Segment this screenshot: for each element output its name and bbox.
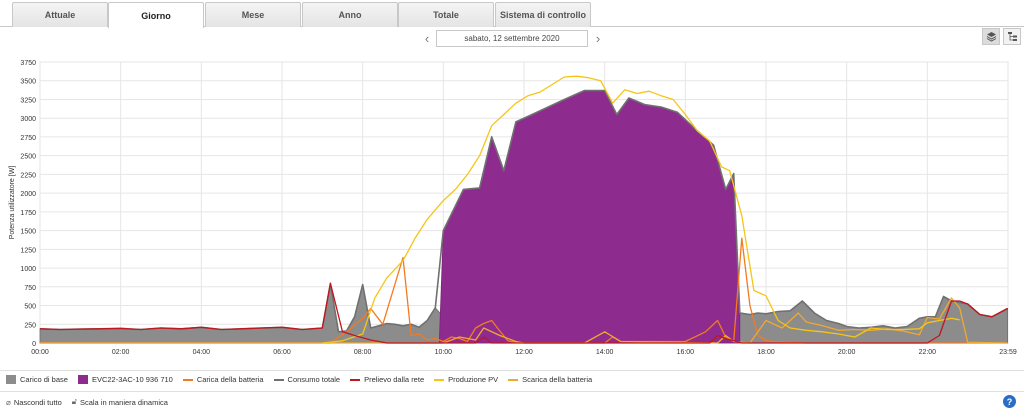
chart-footer: ⌀ Nascondi tutto 🔓︎ Scala in maniera dinam… <box>0 391 1024 412</box>
x-tick-label: 14:00 <box>596 349 614 356</box>
y-tick-label: 2750 <box>20 135 36 142</box>
legend-label: EVC22-3AC-10 936 710 <box>91 375 173 384</box>
y-tick-label: 2000 <box>20 191 36 198</box>
legend-label: Scarica della batteria <box>522 375 593 384</box>
legend-item-prelievo-rete[interactable]: Prelievo dalla rete <box>350 375 424 384</box>
date-navigation: ‹ sabato, 12 settembre 2020 › <box>0 27 1024 49</box>
x-tick-label: 23:59 <box>999 349 1017 356</box>
power-chart[interactable]: 0 250 500 750 1000 1250 1500 1750 2000 2250 2500 27… <box>0 49 1024 369</box>
legend-item-scarica-batteria[interactable]: Scarica della batteria <box>508 375 592 384</box>
series-line-prelievo-rete <box>39 282 1008 344</box>
legend-label: Carica della batteria <box>196 375 264 384</box>
x-tick-label: 18:00 <box>757 349 775 356</box>
series-line-produzione-pv <box>322 75 960 344</box>
x-tick-label: 00:00 <box>31 349 49 356</box>
legend-item-produzione-pv[interactable]: Produzione PV <box>434 375 498 384</box>
x-tick-label: 12:00 <box>515 349 533 356</box>
legend-label: Produzione PV <box>448 375 499 384</box>
y-tick-label: 1750 <box>20 210 36 217</box>
legend-item-ev-charger[interactable]: EVC22-3AC-10 936 710 <box>77 375 173 384</box>
tab-attuale[interactable]: Attuale <box>12 2 108 27</box>
legend-swatch <box>182 378 193 381</box>
legend-swatch <box>77 375 88 384</box>
tab-giorno[interactable]: Giorno <box>108 2 204 28</box>
x-tick-label: 10:00 <box>435 349 453 356</box>
tab-totale[interactable]: Totale <box>398 2 494 27</box>
y-tick-label: 2500 <box>20 154 36 161</box>
y-tick-label: 1250 <box>20 247 36 254</box>
legend-item-carico-di-base[interactable]: Carico di base <box>6 375 68 384</box>
legend-swatch <box>273 378 284 381</box>
y-tick-label: 750 <box>24 285 36 292</box>
tab-bar: Attuale Giorno Mese Anno Totale Sistema … <box>0 0 1024 28</box>
dynamic-scale-button[interactable]: 🔓︎ Scala in maniera dinamica <box>72 397 168 407</box>
y-tick-label: 1500 <box>20 229 36 236</box>
legend-label: Prelievo dalla rete <box>364 375 425 384</box>
series-line-scarica-batteria <box>40 297 1008 344</box>
chevron-left-icon[interactable]: ‹ <box>424 31 430 46</box>
y-axis-label: Potenza utilizzatore [W] <box>9 166 16 240</box>
y-tick-label: 1000 <box>20 266 36 273</box>
legend-label: Carico di base <box>20 375 68 384</box>
legend-swatch <box>6 375 16 384</box>
y-tick-label: 3750 <box>20 60 36 67</box>
legend-swatch <box>350 378 361 381</box>
y-tick-label: 0 <box>32 341 36 348</box>
tab-anno[interactable]: Anno <box>302 2 398 27</box>
y-tick-label: 3250 <box>20 97 36 104</box>
x-tick-label: 16:00 <box>677 349 695 356</box>
x-tick-label: 02:00 <box>112 349 130 356</box>
x-tick-label: 22:00 <box>919 349 937 356</box>
x-tick-label: 20:00 <box>838 349 856 356</box>
legend-swatch <box>508 378 519 381</box>
hide-all-button[interactable]: ⌀ Nascondi tutto <box>6 398 62 407</box>
legend-label: Consumo totale <box>287 375 341 384</box>
unlock-icon: 🔓︎ <box>71 397 77 406</box>
y-tick-label: 250 <box>24 322 36 329</box>
legend-swatch <box>434 378 445 381</box>
hide-all-label: Nascondi tutto <box>13 397 62 407</box>
eye-off-icon: ⌀ <box>6 397 11 407</box>
date-display[interactable]: sabato, 12 settembre 2020 <box>436 30 588 47</box>
series-line-carica-batteria <box>40 237 1008 344</box>
chart-legend: Carico di base EVC22-3AC-10 936 710 Cari… <box>0 370 1024 388</box>
x-tick-label: 08:00 <box>354 349 372 356</box>
legend-item-carica-batteria[interactable]: Carica della batteria <box>182 375 264 384</box>
x-tick-label: 06:00 <box>273 349 291 356</box>
help-icon[interactable]: ? <box>1003 395 1016 408</box>
tab-sistema-di-controllo[interactable]: Sistema di controllo <box>495 2 591 27</box>
tab-mese[interactable]: Mese <box>205 2 301 27</box>
x-tick-label: 04:00 <box>193 349 211 356</box>
chevron-right-icon[interactable]: › <box>595 31 601 46</box>
y-tick-label: 2250 <box>20 172 36 179</box>
layers-icon[interactable] <box>982 28 1000 45</box>
dynamic-scale-label: Scala in maniera dinamica <box>79 397 168 407</box>
list-tree-icon[interactable] <box>1003 28 1021 45</box>
y-tick-label: 3000 <box>20 116 36 123</box>
legend-item-consumo-totale[interactable]: Consumo totale <box>273 375 341 384</box>
y-tick-label: 3500 <box>20 79 36 86</box>
y-tick-label: 500 <box>24 304 36 311</box>
